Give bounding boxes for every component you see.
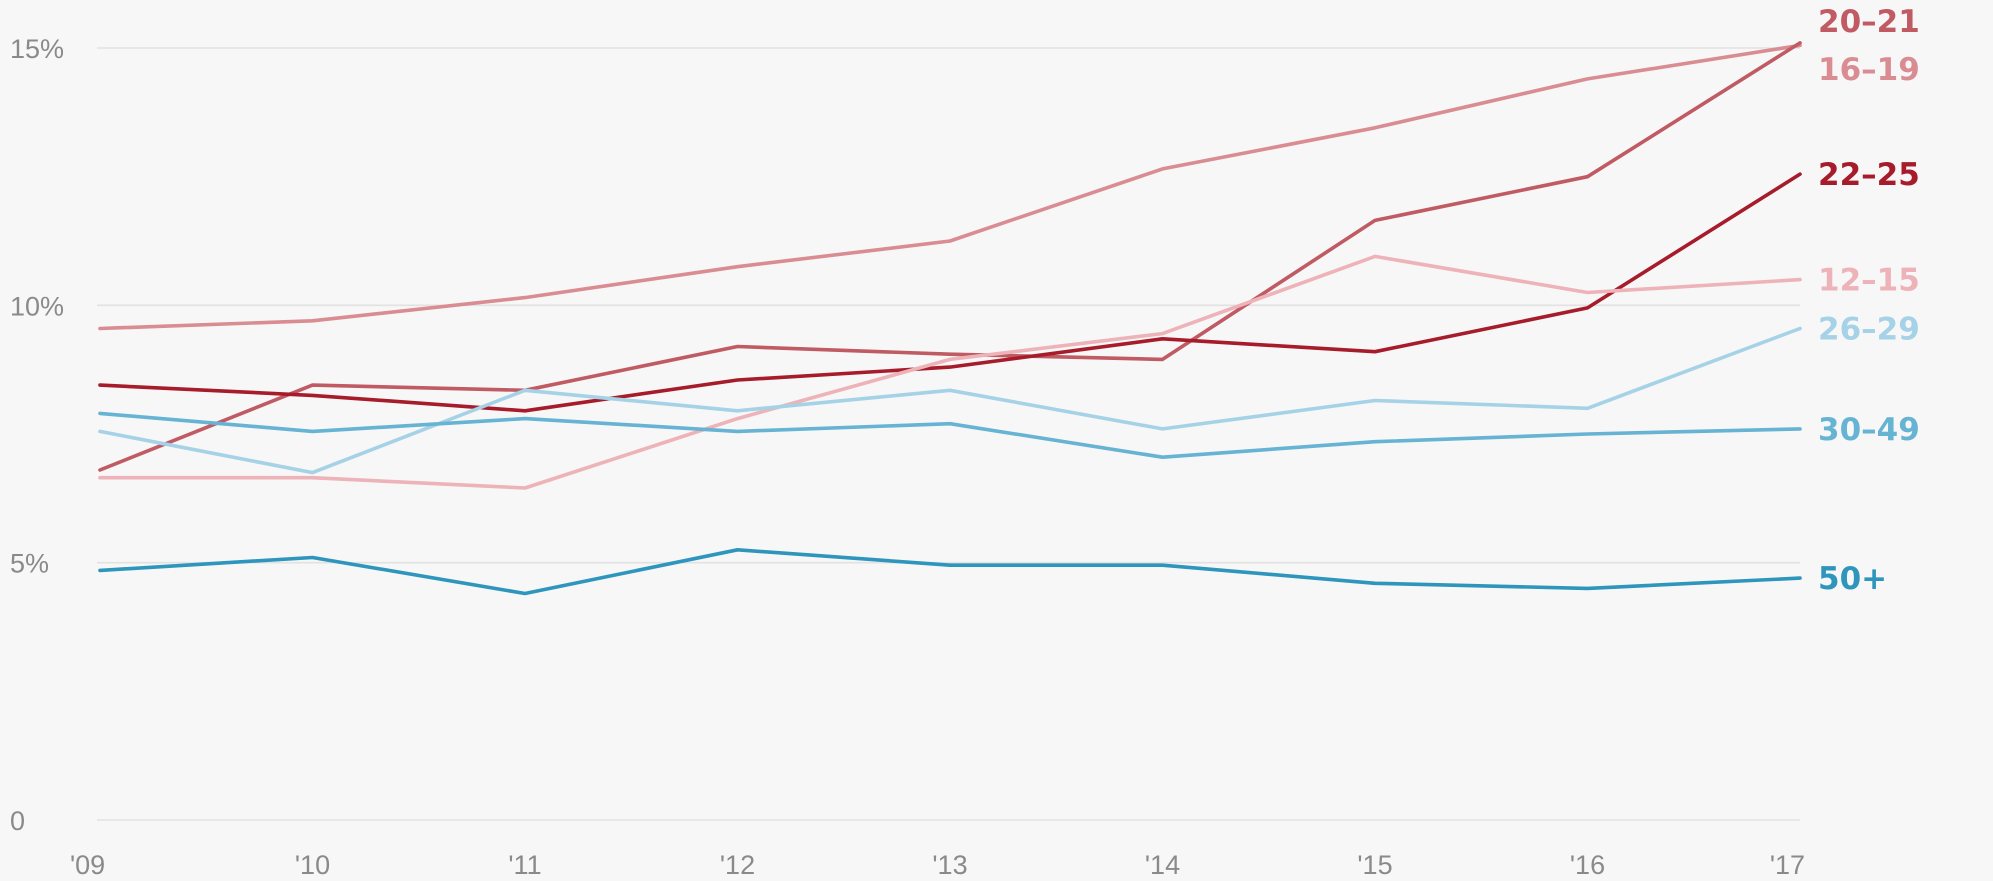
series-line-12-15: [98, 254, 1802, 490]
series-label-12-15: 12–15: [1818, 263, 1920, 299]
series-labels: 20–21 16–19 22–25 12–15 26–29 30–49 50+: [1818, 4, 1920, 597]
series-line-20-21: [98, 41, 1802, 472]
x-tick-label-17: '17: [1770, 850, 1805, 880]
y-tick-labels: 0 5% 10% 15%: [10, 34, 64, 836]
x-tick-labels: '09 '10 '11 '12 '13 '14 '15 '16 '17: [70, 850, 1805, 880]
x-tick-label-12: '12: [720, 850, 755, 880]
x-tick-label-10: '10: [295, 850, 330, 880]
x-tick-label-09: '09: [70, 850, 105, 880]
y-tick-label-15: 15%: [10, 34, 64, 64]
x-tick-label-14: '14: [1145, 850, 1180, 880]
series-label-26-29: 26–29: [1818, 311, 1920, 347]
y-tick-label-10: 10%: [10, 291, 64, 321]
series-line-50: [98, 547, 1802, 596]
series-lines: [98, 41, 1802, 596]
series-label-50: 50+: [1818, 561, 1887, 597]
series-line-16-19: [98, 43, 1802, 331]
series-label-30-49: 30–49: [1818, 412, 1920, 448]
x-tick-label-11: '11: [508, 850, 541, 880]
y-tick-label-5: 5%: [10, 549, 49, 579]
series-line-30-49: [98, 411, 1802, 460]
series-line-26-29: [98, 326, 1802, 475]
series-label-22-25: 22–25: [1818, 157, 1920, 193]
x-tick-label-13: '13: [932, 850, 967, 880]
x-tick-label-15: '15: [1357, 850, 1392, 880]
series-label-20-21: 20–21: [1818, 4, 1920, 40]
series-line-22-25: [98, 172, 1802, 413]
series-label-16-19: 16–19: [1818, 52, 1920, 88]
y-tick-label-0: 0: [10, 806, 25, 836]
x-tick-label-16: '16: [1570, 850, 1605, 880]
grid-layer: [97, 47, 1800, 821]
